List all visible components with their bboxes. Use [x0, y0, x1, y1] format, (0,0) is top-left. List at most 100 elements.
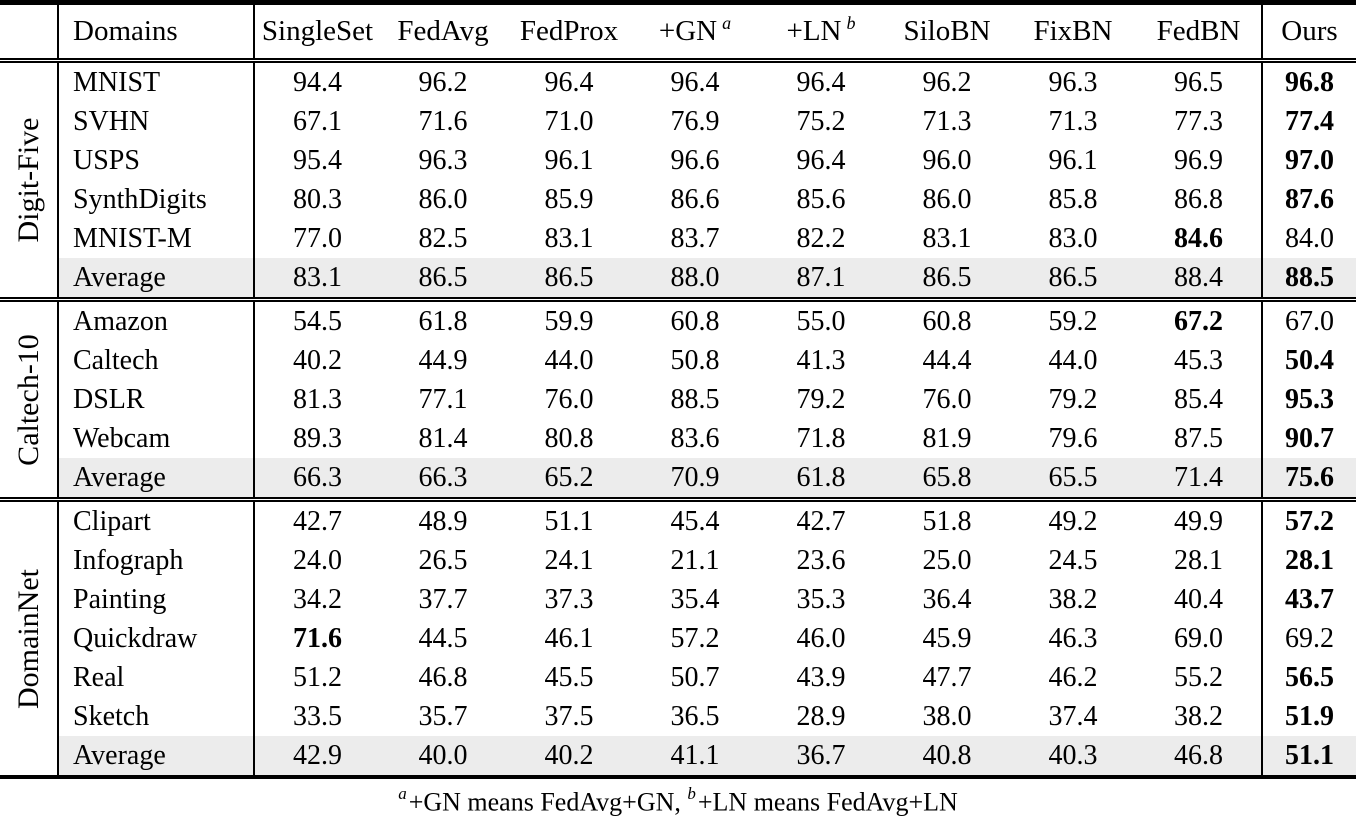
column-header-silobn: SiloBN	[884, 2, 1010, 63]
domain-cell: Painting	[57, 580, 255, 619]
table-row: Digit-Five MNIST 94.4 96.2 96.4 96.4 96.4 96.2 9…	[0, 60, 1356, 243]
value-cell: 97.0	[1261, 141, 1356, 180]
column-header-label: FedProx	[519, 15, 619, 47]
value-cell: 28.9	[796, 700, 846, 732]
value-cell: 88.5	[1261, 258, 1356, 300]
value-cell: 67.2	[1136, 297, 1262, 341]
column-header-ours: Ours	[1261, 2, 1356, 63]
value-cell: 36.4	[922, 583, 972, 615]
table-row: Caltech-10 Amazon 54.5 61.8 59.9 60.8 55.0 60.8…	[0, 297, 1356, 500]
domain-cell: Clipart	[57, 497, 255, 541]
value-cell: 83.6	[670, 422, 720, 454]
column-header-label: FedBN	[1156, 15, 1241, 47]
value-cell: 96.4	[670, 66, 720, 98]
value-cell: 40.3	[1010, 736, 1136, 777]
table-row: Painting 34.2 37.7 37.3 35.4 35.3 36.4 38.2 40.4…	[0, 580, 1356, 619]
footnote-superscript: b	[687, 784, 696, 803]
value-cell: 88.0	[632, 258, 758, 300]
value-cell: 96.1	[544, 144, 594, 176]
value-cell: 45.5	[544, 661, 594, 693]
group-cell: DomainNet	[0, 497, 58, 777]
domain-cell: Average	[57, 736, 255, 777]
domain-cell: MNIST	[57, 60, 255, 102]
value-cell: 86.5	[884, 258, 1010, 300]
value-cell: 54.5	[254, 297, 380, 341]
value-cell: 96.9	[1174, 144, 1223, 176]
value-cell: 55.2	[1174, 661, 1223, 693]
dataset-group-label: Digit-Five	[11, 117, 45, 243]
value-cell: 96.2	[922, 66, 972, 98]
value-cell: 96.5	[1174, 66, 1223, 98]
value-cell: 85.4	[1174, 383, 1223, 415]
value-cell: 67.1	[293, 105, 342, 137]
value-cell: 50.7	[670, 661, 720, 693]
footnote-superscript: a	[398, 784, 407, 803]
value-cell: 89.3	[293, 422, 342, 454]
value-cell: 66.3	[380, 458, 506, 500]
value-cell: 96.4	[796, 66, 846, 98]
value-cell: 50.8	[670, 344, 720, 376]
value-cell: 96.6	[670, 144, 720, 176]
value-cell: 76.9	[670, 105, 720, 137]
table-row: Sketch 33.5 35.7 37.5 36.5 28.9 38.0 37.4 38.2 51…	[0, 697, 1356, 736]
value-cell: 65.2	[506, 458, 632, 500]
group-cell: Caltech-10	[0, 297, 58, 500]
value-cell: 67.0	[1261, 297, 1356, 341]
domain-cell: Webcam	[57, 419, 255, 458]
header-superscript: a	[722, 13, 732, 33]
value-cell: 85.8	[1048, 183, 1098, 215]
value-cell: 51.1	[506, 497, 632, 541]
domain-cell: Infograph	[57, 541, 255, 580]
value-cell: 24.0	[293, 544, 342, 576]
column-header-label: +GN	[658, 15, 718, 47]
value-cell: 96.2	[418, 66, 468, 98]
header-superscript: b	[846, 13, 856, 33]
value-cell: 95.4	[293, 144, 342, 176]
value-cell: 33.5	[293, 700, 342, 732]
value-cell: 28.1	[1174, 544, 1223, 576]
value-cell: 23.6	[796, 544, 846, 576]
value-cell: 96.1	[1048, 144, 1098, 176]
domain-cell: MNIST-M	[57, 219, 255, 258]
value-cell: 86.0	[418, 183, 468, 215]
value-cell: 61.8	[380, 297, 506, 341]
value-cell: 65.8	[884, 458, 1010, 500]
value-cell: 77.3	[1174, 105, 1223, 137]
value-cell: 77.4	[1261, 102, 1356, 141]
column-header-gn: +GN a	[632, 2, 758, 63]
value-cell: 41.1	[632, 736, 758, 777]
average-row: Average 83.1 86.5 86.5 88.0 87.1 86.5 86.5 88.4 8…	[0, 258, 1356, 300]
value-cell: 40.0	[380, 736, 506, 777]
footnote: a+GN means FedAvg+GN, b+LN means FedAvg+…	[0, 784, 1356, 818]
value-cell: 49.9	[1136, 497, 1262, 541]
value-cell: 71.3	[1048, 105, 1098, 137]
domain-cell: SVHN	[57, 102, 255, 141]
value-cell: 83.1	[254, 258, 380, 300]
value-cell: 79.6	[1048, 422, 1098, 454]
group-cell: Digit-Five	[0, 61, 58, 300]
value-cell: 35.7	[418, 700, 468, 732]
value-cell: 43.9	[796, 661, 846, 693]
value-cell: 69.2	[1261, 619, 1356, 658]
column-header-label: Ours	[1281, 15, 1338, 47]
value-cell: 71.6	[293, 622, 342, 654]
table-row: USPS 95.4 96.3 96.1 96.6 96.4 96.0 96.1 96.9 97.0	[0, 141, 1356, 180]
value-cell: 46.2	[1048, 661, 1098, 693]
domain-cell: Amazon	[57, 297, 255, 341]
value-cell: 84.0	[1261, 219, 1356, 258]
value-cell: 24.1	[544, 544, 594, 576]
domain-cell: Average	[57, 458, 255, 500]
value-cell: 84.6	[1174, 222, 1223, 254]
domain-cell: Sketch	[57, 697, 255, 736]
value-cell: 42.7	[254, 497, 380, 541]
column-header-fedavg: FedAvg	[380, 2, 506, 63]
value-cell: 81.3	[293, 383, 342, 415]
column-header-label: FedAvg	[397, 15, 489, 47]
value-cell: 82.2	[796, 222, 846, 254]
value-cell: 25.0	[922, 544, 972, 576]
value-cell: 51.2	[293, 661, 342, 693]
footnote-text: +GN means FedAvg+GN,	[408, 787, 688, 817]
value-cell: 87.6	[1261, 180, 1356, 219]
value-cell: 46.8	[1136, 736, 1262, 777]
value-cell: 46.1	[544, 622, 594, 654]
